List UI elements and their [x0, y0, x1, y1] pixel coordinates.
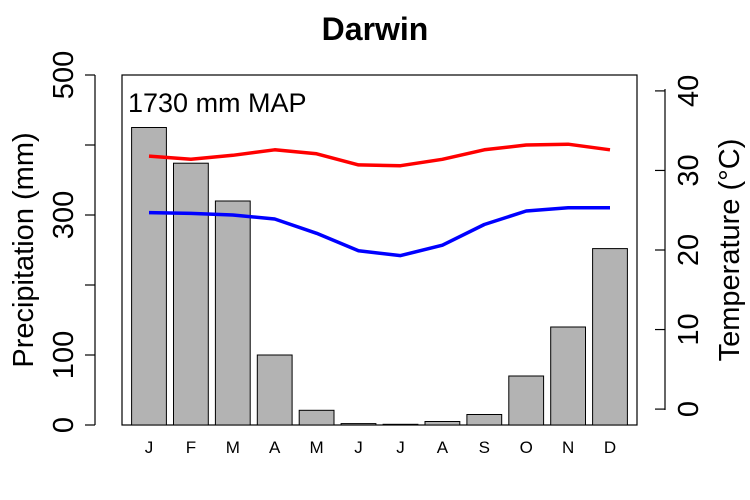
precip-bar-3	[256, 354, 293, 426]
precipitation-ticks: 0 100 300 500	[48, 51, 95, 433]
precip-bar-2	[214, 200, 251, 426]
temperature-line-0	[148, 142, 611, 168]
precip-bar-5	[340, 423, 377, 426]
precip-bar-9	[508, 375, 545, 426]
precip-tick-label-300: 300	[48, 191, 80, 239]
temp-tick-label-30: 30	[673, 154, 705, 186]
month-label-11: D	[604, 438, 616, 457]
precip-tick-label-100: 100	[48, 331, 80, 379]
month-label-8: S	[479, 438, 490, 457]
month-label-5: J	[354, 438, 363, 457]
temperature-line-1	[148, 206, 610, 258]
precipitation-bars	[131, 127, 628, 426]
month-label-3: A	[269, 438, 281, 457]
temp-tick-label-20: 20	[673, 234, 705, 266]
month-label-10: N	[562, 438, 574, 457]
temperature-ticks: 0 10 20 30 40	[655, 75, 705, 417]
map-annotation: 1730 mm MAP	[128, 88, 307, 118]
temperature-lines	[148, 142, 611, 258]
precip-bar-0	[131, 127, 167, 426]
precipitation-axis-label: Precipitation (mm)	[8, 132, 40, 367]
precip-bar-8	[466, 414, 503, 426]
month-label-1: F	[186, 438, 196, 457]
temp-tick-label-0: 0	[673, 401, 705, 417]
temp-tick-label-40: 40	[673, 75, 705, 107]
month-label-2: M	[226, 438, 240, 457]
month-label-6: J	[396, 438, 405, 457]
month-label-9: O	[520, 438, 533, 457]
precip-bar-4	[298, 409, 335, 426]
precip-tick-label-500: 500	[48, 51, 80, 99]
precip-bar-1	[173, 162, 209, 426]
month-label-4: M	[310, 438, 324, 457]
chart-title: Darwin	[322, 11, 429, 47]
temperature-axis-label: Temperature (°C)	[714, 139, 746, 362]
precip-bar-11	[592, 248, 628, 426]
plot-box	[121, 74, 638, 426]
temp-tick-label-10: 10	[673, 313, 705, 345]
month-label-0: J	[145, 438, 154, 457]
precip-tick-label-0: 0	[48, 417, 80, 433]
precip-bar-10	[550, 326, 587, 426]
precip-bar-7	[424, 421, 461, 426]
precip-bar-6	[382, 423, 419, 426]
month-label-7: A	[437, 438, 449, 457]
